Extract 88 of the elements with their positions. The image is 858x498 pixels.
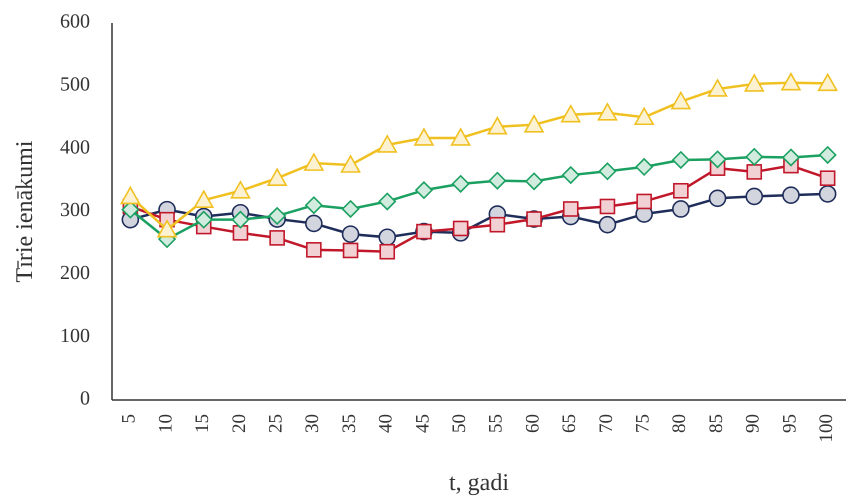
x-tick-label: 50 (449, 414, 470, 433)
point (305, 196, 323, 214)
y-tick-label: 500 (60, 73, 90, 96)
point (194, 190, 214, 208)
point (745, 188, 764, 206)
point (673, 182, 689, 199)
x-tick-label: 10 (155, 414, 176, 433)
x-tick-label: 85 (706, 414, 727, 433)
point (488, 172, 506, 190)
point (490, 216, 506, 232)
x-tick-label: 45 (412, 414, 434, 433)
point (744, 74, 764, 92)
point (746, 164, 762, 180)
point (377, 135, 398, 153)
x-tick-label: 30 (302, 414, 324, 433)
x-tick-label: 75 (632, 414, 654, 433)
x-axis-title: t, gadi (449, 470, 510, 496)
point (672, 200, 690, 218)
point (452, 175, 470, 193)
y-tick-label: 0 (80, 388, 90, 410)
x-tick-label: 65 (559, 414, 580, 433)
point (672, 151, 690, 169)
x-tick-label: 60 (522, 414, 544, 433)
y-tick-label: 400 (60, 136, 90, 158)
point (524, 114, 544, 133)
point (305, 214, 323, 232)
x-tick-label: 100 (816, 414, 838, 442)
x-tick-label: 20 (228, 414, 250, 433)
point (414, 128, 434, 146)
x-tick-label: 80 (669, 414, 690, 433)
y-tick-label: 200 (60, 262, 90, 284)
y-tick-label: 600 (60, 10, 90, 33)
point (120, 186, 140, 204)
x-tick-label: 55 (486, 414, 507, 433)
point (304, 153, 324, 171)
point (342, 242, 358, 258)
point (560, 104, 581, 123)
point (708, 190, 726, 208)
point (634, 107, 654, 126)
point (820, 170, 836, 186)
x-tick-label: 15 (192, 414, 214, 433)
point (230, 180, 250, 199)
point (782, 148, 800, 166)
point (267, 168, 287, 186)
point (415, 181, 433, 199)
point (157, 220, 177, 238)
point (598, 216, 616, 234)
point (782, 186, 800, 204)
x-tick-label: 5 (118, 414, 140, 424)
point (268, 207, 286, 225)
point (562, 201, 579, 217)
x-tick-label: 70 (596, 414, 617, 433)
x-tick-label: 35 (338, 414, 360, 433)
point (306, 242, 322, 258)
point (269, 230, 285, 246)
point (232, 210, 250, 228)
point (525, 172, 543, 190)
y-axis-title: Tīrie ienākumi (12, 140, 38, 282)
point (450, 128, 470, 146)
point (488, 116, 508, 134)
point (636, 194, 652, 210)
point (818, 74, 838, 92)
point (379, 244, 396, 260)
point (708, 79, 728, 97)
point (708, 150, 726, 168)
point (452, 220, 468, 236)
point (745, 148, 764, 166)
x-tick-label: 95 (779, 414, 800, 433)
point (781, 72, 801, 90)
point (342, 225, 360, 243)
x-tick-label: 40 (376, 414, 397, 433)
point (232, 225, 248, 241)
point (600, 198, 616, 214)
x-tick-label: 25 (266, 414, 287, 433)
point (194, 210, 213, 228)
y-tick-label: 300 (60, 199, 90, 222)
point (340, 155, 360, 173)
point (598, 162, 616, 180)
point (818, 146, 836, 164)
point (598, 103, 618, 121)
point (378, 192, 396, 210)
point (671, 92, 691, 110)
y-tick-label: 100 (60, 324, 90, 347)
point (342, 200, 360, 218)
point (818, 185, 836, 203)
point (635, 158, 653, 176)
point (562, 166, 580, 184)
x-tick-label: 90 (742, 414, 764, 433)
